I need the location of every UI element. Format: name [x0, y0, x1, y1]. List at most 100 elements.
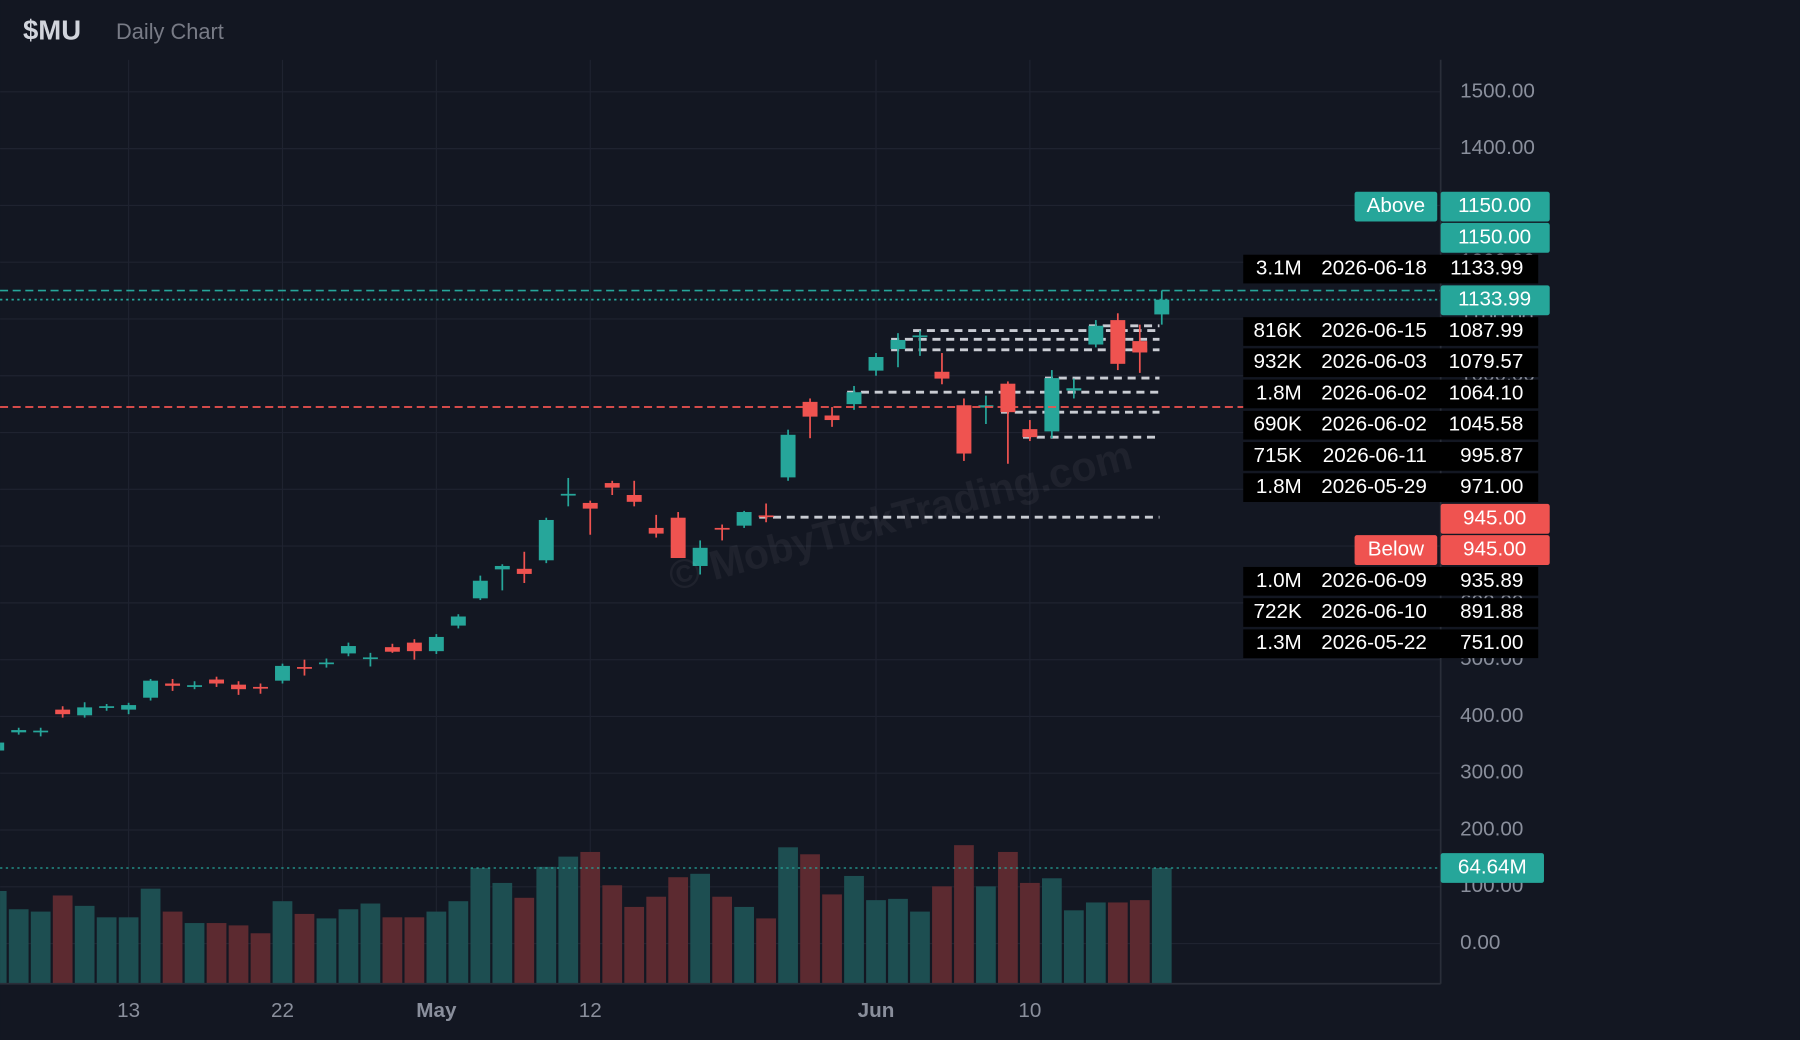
volume-bar: [272, 901, 293, 984]
candle-body: [121, 705, 137, 710]
volume-bar: [228, 925, 249, 984]
candle-body: [77, 707, 93, 716]
volume-bar: [558, 856, 579, 984]
candle-body: [450, 616, 466, 626]
volume-bar: [822, 894, 842, 984]
candle-body: [362, 657, 378, 660]
level-date: 2026-06-03: [1321, 350, 1427, 373]
x-tick-label: 10: [1018, 999, 1041, 1022]
level-row-box: [1243, 317, 1539, 346]
volume-bar: [1063, 910, 1084, 984]
level-volume: 932K: [1254, 350, 1302, 373]
y-tick-label: 1400.00: [1460, 136, 1535, 159]
candle-body: [670, 517, 686, 559]
alert-tag-box: [1354, 535, 1438, 565]
candle-body: [428, 636, 444, 652]
level-volume: 1.3M: [1256, 631, 1302, 654]
volume-bar: [998, 851, 1018, 984]
level-price: 1087.99: [1449, 319, 1524, 342]
y-tick-label: 0.00: [1460, 931, 1500, 954]
level-price: 995.87: [1460, 444, 1523, 467]
candle-body: [582, 502, 598, 509]
candle-body: [253, 686, 268, 689]
candle-body: [275, 665, 290, 681]
volume-bar: [74, 905, 95, 984]
candle-body: [1000, 383, 1016, 413]
level-row-box: [1243, 629, 1539, 659]
volume-bar: [118, 917, 139, 984]
x-tick-label: May: [416, 999, 457, 1022]
volume-bar: [470, 868, 491, 984]
volume-bar: [954, 845, 974, 984]
chart-title: $MU: [23, 14, 81, 45]
level-price: 1079.57: [1449, 350, 1524, 373]
level-date: 2026-06-11: [1323, 444, 1427, 467]
candle-body: [33, 730, 49, 733]
level-volume: 1.8M: [1256, 381, 1302, 404]
volume-bar: [206, 923, 227, 984]
alert-tag: Below: [1368, 538, 1424, 561]
level-volume: 1.0M: [1256, 569, 1302, 592]
candle-body: [516, 568, 532, 574]
volume-bar: [8, 909, 29, 984]
chart-subtitle: Daily Chart: [116, 19, 224, 44]
volume-bar: [294, 913, 315, 984]
candle-body: [55, 709, 71, 715]
volume-bar: [800, 854, 820, 984]
plot-area: [0, 59, 1441, 984]
volume-bar: [646, 896, 667, 984]
candle-body: [1066, 388, 1082, 391]
candle-body: [1154, 299, 1170, 315]
level-row-box: [1243, 473, 1539, 502]
candle-body: [0, 742, 5, 751]
volume-bar: [338, 909, 359, 984]
volume-bar: [360, 903, 381, 984]
volume-bar: [932, 886, 952, 984]
volume-bar: [1020, 882, 1040, 984]
candle-body: [890, 339, 906, 350]
candle-body: [1044, 378, 1060, 432]
level-volume: 715K: [1254, 444, 1302, 467]
volume-bar: [1085, 902, 1106, 984]
price-label: 945.00: [1463, 538, 1526, 561]
level-date: 2026-06-02: [1321, 413, 1427, 436]
level-price: 891.88: [1460, 600, 1523, 623]
candle-body: [604, 483, 620, 488]
candle-body: [934, 371, 950, 379]
level-volume: 1.8M: [1256, 475, 1302, 498]
alert-tag: Above: [1367, 194, 1426, 217]
x-tick-label: 13: [117, 999, 140, 1022]
volume-bar: [1129, 900, 1150, 984]
candle-body: [209, 679, 224, 684]
volume-bar: [250, 933, 271, 984]
candle-body: [1110, 320, 1126, 364]
volume-bar: [624, 906, 645, 984]
level-date: 2026-06-18: [1321, 257, 1427, 280]
level-price: 1133.99: [1450, 257, 1523, 280]
candle-body: [538, 519, 554, 561]
volume-bar: [1107, 902, 1128, 984]
volume-bar: [712, 896, 733, 984]
volume-bar: [382, 917, 403, 984]
volume-label-box: [1440, 853, 1544, 883]
candle-body: [1132, 341, 1148, 353]
level-price: 935.89: [1460, 569, 1523, 592]
candle-body: [714, 527, 730, 530]
candle-body: [494, 565, 510, 570]
candle-body: [297, 667, 312, 669]
price-label-box: [1440, 503, 1550, 534]
y-tick-label: 400.00: [1460, 704, 1523, 727]
candle-body: [736, 512, 752, 526]
candle-body: [340, 646, 356, 654]
level-date: 2026-06-02: [1321, 381, 1427, 404]
volume-bar: [668, 877, 689, 984]
volume-bar: [426, 911, 447, 984]
candle-body: [802, 401, 818, 417]
level-date: 2026-06-09: [1321, 569, 1427, 592]
level-row-box: [1243, 598, 1539, 627]
candle-body: [318, 662, 334, 665]
candle-body: [780, 434, 796, 478]
level-row-box: [1243, 410, 1539, 440]
x-tick-label: Jun: [858, 999, 895, 1022]
candle-body: [1088, 325, 1104, 345]
